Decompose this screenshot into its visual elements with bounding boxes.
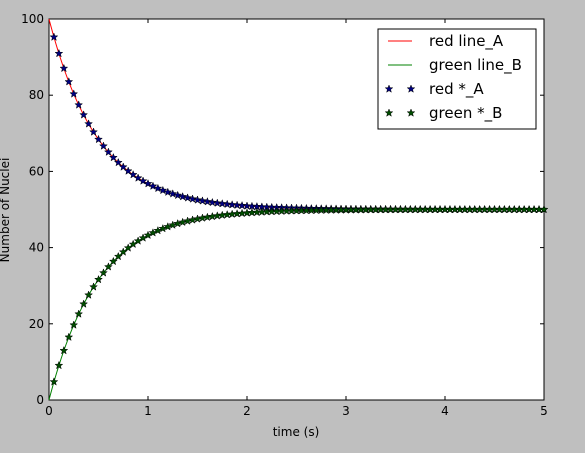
x-tick-label: 1	[144, 404, 152, 418]
red-star-a-point	[59, 63, 69, 73]
green-star-b-point	[54, 360, 64, 370]
red-star-a-point	[79, 110, 89, 119]
green-star-b-point	[153, 225, 163, 235]
legend-label: red line_A	[429, 32, 504, 51]
red-star-a-point	[64, 77, 74, 86]
green-star-b-series	[49, 204, 549, 386]
y-tick-label: 80	[29, 88, 44, 102]
green-star-b-point	[79, 299, 89, 308]
red-star-a-point	[227, 200, 237, 209]
red-star-a-point	[143, 179, 153, 188]
green-star-b-point	[103, 262, 113, 271]
red-star-a-point	[74, 100, 84, 109]
red-star-a-point	[207, 197, 217, 207]
green-star-b-point	[74, 309, 84, 318]
legend-star-swatch	[384, 108, 394, 117]
red-star-a-point	[232, 200, 242, 210]
red-star-a-point	[69, 89, 79, 98]
y-tick-label: 40	[29, 241, 44, 255]
legend-star-swatch	[384, 84, 394, 93]
red-star-a-point	[212, 198, 222, 207]
red-star-a-point	[94, 134, 103, 144]
legend-label: red *_A	[429, 80, 484, 99]
x-tick-label: 5	[540, 404, 548, 418]
red-star-a-point	[173, 190, 183, 200]
legend-label: green line_B	[429, 56, 522, 75]
x-tick-label: 3	[342, 404, 350, 418]
red-star-a-point	[158, 185, 168, 195]
red-star-a-point	[168, 189, 178, 198]
y-tick-label: 0	[36, 393, 44, 407]
green-star-b-point	[148, 228, 158, 237]
red-star-a-point	[84, 119, 94, 128]
green-star-b-point	[539, 204, 549, 214]
x-tick-label: 4	[441, 404, 449, 418]
y-tick-label: 60	[29, 164, 44, 178]
red-star-a-point	[178, 191, 188, 201]
y-axis-label: Number of Nuclei	[0, 158, 12, 263]
red-star-a-point	[163, 187, 173, 197]
red-star-a-point	[197, 196, 207, 205]
x-tick-label: 2	[243, 404, 251, 418]
y-tick-label: 100	[21, 12, 44, 26]
red-star-a-point	[188, 194, 198, 203]
red-star-a-point	[118, 162, 128, 171]
red-star-a-point	[103, 147, 113, 156]
x-axis-label: time (s)	[273, 425, 320, 439]
red-star-a-point	[148, 181, 158, 190]
green-star-b-point	[84, 290, 94, 299]
red-star-a-point	[98, 141, 108, 150]
green-star-b-point	[64, 332, 74, 342]
red-star-a-point	[54, 48, 64, 58]
legend-star-swatch	[406, 84, 416, 93]
red-star-a-point	[89, 127, 99, 136]
y-tick-label: 20	[29, 317, 44, 331]
x-tick-label: 0	[45, 404, 53, 418]
green-star-b-point	[98, 268, 108, 277]
red-star-a-point	[237, 200, 247, 210]
green-star-b-point	[49, 377, 59, 386]
green-star-b-point	[158, 223, 168, 233]
red-star-a-point	[242, 201, 252, 210]
red-star-a-point	[128, 169, 138, 179]
green-star-b-point	[143, 230, 153, 240]
series-layer	[48, 18, 549, 401]
green-star-b-point	[94, 274, 103, 284]
red-star-a-point	[113, 157, 123, 167]
red-star-a-point	[138, 176, 148, 185]
axis-ticks: 0 1 2 3 4 5 0 20 40 60 80 100	[21, 12, 548, 418]
red-star-a-point	[123, 166, 133, 175]
legend-label: green *_B	[429, 104, 502, 123]
green-star-b-point	[69, 320, 79, 329]
red-star-a-point	[193, 195, 202, 204]
legend-box	[377, 28, 537, 130]
red-star-a-point	[153, 183, 163, 193]
red-star-a-point	[222, 199, 232, 209]
legend-star-swatch	[406, 108, 416, 117]
green-star-b-point	[89, 282, 99, 291]
green-star-b-point	[59, 345, 69, 355]
red-star-a-point	[183, 193, 193, 202]
green-star-b-point	[108, 256, 118, 266]
red-star-a-point	[49, 32, 59, 41]
red-star-a-point	[133, 173, 143, 182]
red-star-a-point	[202, 197, 212, 206]
red-star-a-point	[108, 152, 118, 162]
red-star-a-point	[217, 199, 227, 208]
